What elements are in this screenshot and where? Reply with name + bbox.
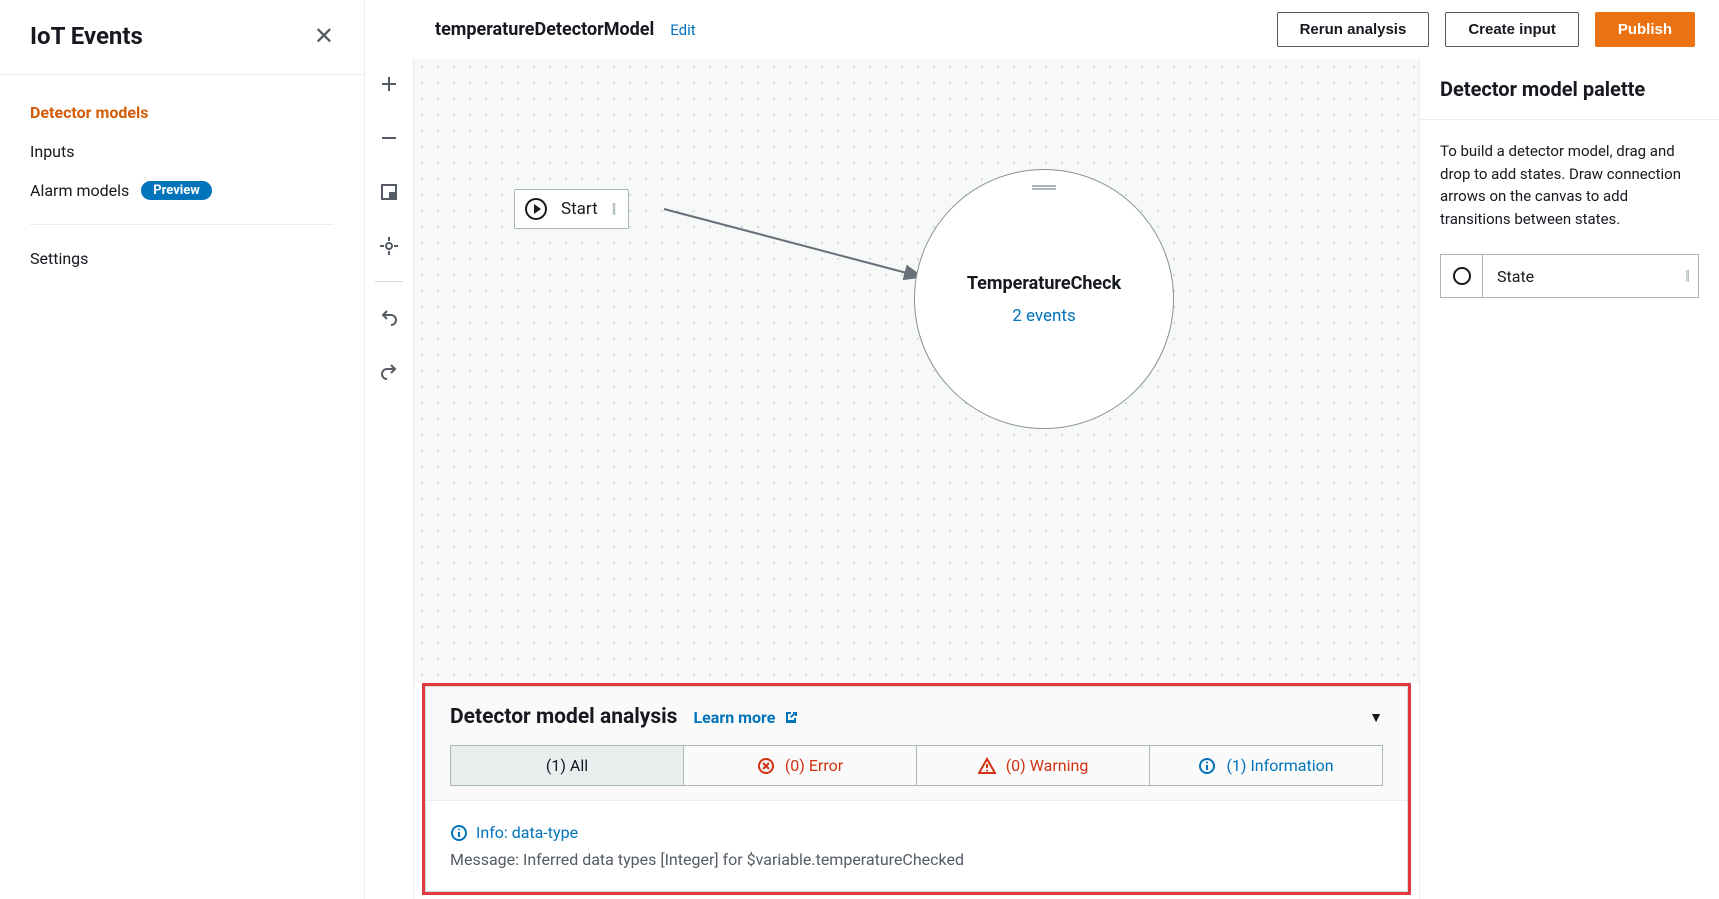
sidebar: IoT Events ✕ Detector models Inputs Alar… bbox=[0, 0, 365, 899]
sidebar-item-label: Alarm models bbox=[30, 181, 129, 200]
analysis-body: Info: data-type Message: Inferred data t… bbox=[426, 800, 1407, 891]
page-title: temperatureDetectorModel bbox=[435, 19, 654, 40]
drag-handle-icon[interactable]: || bbox=[1685, 268, 1698, 284]
start-label: Start bbox=[561, 199, 598, 219]
transition-arrow bbox=[414, 59, 1414, 459]
fit-screen-icon[interactable] bbox=[378, 181, 400, 203]
start-node[interactable]: Start || bbox=[514, 189, 629, 229]
external-link-icon bbox=[783, 709, 799, 725]
tab-information[interactable]: (1) Information bbox=[1149, 746, 1382, 785]
collapse-icon[interactable]: ▼ bbox=[1369, 709, 1383, 726]
drag-handle-icon[interactable] bbox=[1032, 184, 1056, 190]
close-icon[interactable]: ✕ bbox=[314, 24, 334, 48]
sidebar-item-settings[interactable]: Settings bbox=[30, 239, 334, 278]
center-icon[interactable] bbox=[378, 235, 400, 257]
main-area: temperatureDetectorModel Edit Rerun anal… bbox=[365, 0, 1719, 899]
edit-link[interactable]: Edit bbox=[670, 21, 695, 39]
play-icon bbox=[525, 198, 547, 220]
drag-handle-icon[interactable]: || bbox=[612, 201, 615, 217]
info-icon bbox=[450, 824, 468, 842]
topbar: temperatureDetectorModel Edit Rerun anal… bbox=[365, 0, 1719, 59]
rerun-analysis-button[interactable]: Rerun analysis bbox=[1277, 12, 1430, 47]
analysis-message: Message: Inferred data types [Integer] f… bbox=[450, 850, 1383, 869]
state-event-count[interactable]: 2 events bbox=[1012, 306, 1076, 326]
zoom-in-icon[interactable] bbox=[378, 73, 400, 95]
tab-label: (0) Error bbox=[785, 756, 843, 775]
palette-item-state[interactable]: State || bbox=[1440, 254, 1699, 298]
learn-more-link[interactable]: Learn more bbox=[693, 708, 799, 727]
sidebar-header: IoT Events ✕ bbox=[0, 0, 364, 75]
analysis-tabs: (1) All (0) Error (0) Warning (1) I bbox=[450, 745, 1383, 786]
palette-description: To build a detector model, drag and drop… bbox=[1420, 120, 1719, 254]
sidebar-item-label: Settings bbox=[30, 249, 88, 268]
publish-button[interactable]: Publish bbox=[1595, 12, 1695, 47]
tab-label: (1) Information bbox=[1226, 756, 1333, 775]
tab-label: (0) Warning bbox=[1006, 756, 1089, 775]
undo-icon[interactable] bbox=[378, 306, 400, 328]
analysis-title: Detector model analysis bbox=[450, 705, 677, 729]
create-input-button[interactable]: Create input bbox=[1445, 12, 1579, 47]
nav-divider bbox=[30, 224, 334, 225]
palette-title: Detector model palette bbox=[1420, 59, 1719, 120]
canvas[interactable]: Start || TemperatureCheck 2 events bbox=[414, 59, 1419, 683]
toolbar-divider bbox=[375, 281, 403, 282]
tab-error[interactable]: (0) Error bbox=[683, 746, 916, 785]
state-title: TemperatureCheck bbox=[967, 273, 1121, 294]
state-icon bbox=[1441, 255, 1483, 297]
preview-badge: Preview bbox=[141, 181, 212, 200]
error-icon bbox=[757, 757, 775, 775]
tab-all[interactable]: (1) All bbox=[451, 746, 683, 785]
analysis-header: Detector model analysis Learn more ▼ bbox=[426, 687, 1407, 745]
service-title: IoT Events bbox=[30, 22, 143, 50]
learn-more-label: Learn more bbox=[693, 708, 775, 727]
palette-panel: Detector model palette To build a detect… bbox=[1419, 59, 1719, 899]
sidebar-item-inputs[interactable]: Inputs bbox=[30, 132, 334, 171]
analysis-highlight: Detector model analysis Learn more ▼ (1)… bbox=[422, 683, 1411, 895]
analysis-info-row[interactable]: Info: data-type bbox=[450, 823, 1383, 842]
canvas-wrap: Start || TemperatureCheck 2 events Detec… bbox=[414, 59, 1419, 899]
tab-label: (1) All bbox=[546, 756, 588, 775]
sidebar-item-detector-models[interactable]: Detector models bbox=[30, 93, 334, 132]
sidebar-item-alarm-models[interactable]: Alarm models Preview bbox=[30, 171, 334, 210]
info-title: Info: data-type bbox=[476, 823, 578, 842]
warning-icon bbox=[978, 757, 996, 775]
sidebar-nav: Detector models Inputs Alarm models Prev… bbox=[0, 75, 364, 278]
palette-item-label: State bbox=[1483, 267, 1685, 286]
tab-warning[interactable]: (0) Warning bbox=[916, 746, 1149, 785]
state-node[interactable]: TemperatureCheck 2 events bbox=[914, 169, 1174, 429]
redo-icon[interactable] bbox=[378, 360, 400, 382]
info-icon bbox=[1198, 757, 1216, 775]
analysis-panel: Detector model analysis Learn more ▼ (1)… bbox=[425, 686, 1408, 892]
sidebar-item-label: Detector models bbox=[30, 103, 149, 122]
sidebar-item-label: Inputs bbox=[30, 142, 74, 161]
zoom-out-icon[interactable] bbox=[378, 127, 400, 149]
workspace: Start || TemperatureCheck 2 events Detec… bbox=[365, 59, 1719, 899]
canvas-toolbar bbox=[365, 59, 414, 899]
